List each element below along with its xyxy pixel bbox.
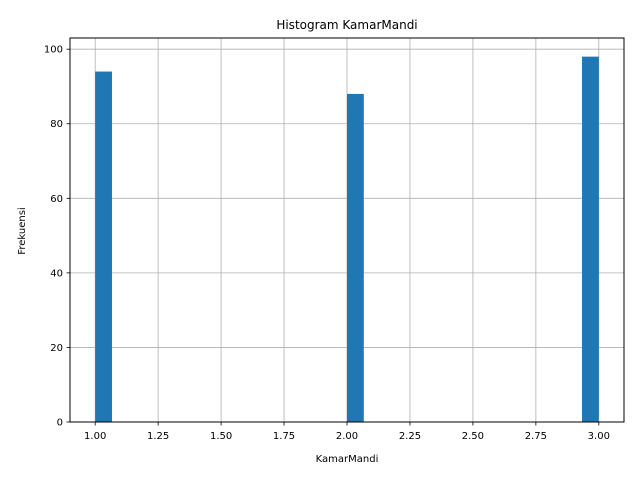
x-tick-label: 1.25 — [147, 431, 169, 442]
histogram-bar — [95, 71, 112, 422]
histogram-bar — [347, 93, 364, 422]
x-tick-label: 2.75 — [525, 431, 547, 442]
x-axis-ticks: 1.00 1.25 1.50 1.75 2.00 2.25 2.50 2.75 3.00 — [84, 422, 610, 442]
y-tick-label: 100 — [44, 45, 63, 56]
chart-title: Histogram KamarMandi — [276, 18, 417, 32]
y-tick-label: 80 — [50, 119, 63, 130]
x-tick-label: 1.00 — [84, 431, 106, 442]
y-tick-label: 40 — [50, 268, 63, 279]
x-tick-label: 2.50 — [462, 431, 484, 442]
y-axis-ticks: 0 20 40 60 80 100 — [44, 45, 70, 429]
x-tick-label: 1.50 — [210, 431, 232, 442]
y-tick-label: 20 — [50, 343, 63, 354]
x-tick-label: 2.00 — [336, 431, 358, 442]
histogram-bar — [582, 56, 599, 422]
y-axis-label: Frekuensi — [17, 207, 28, 254]
x-tick-label: 3.00 — [588, 431, 610, 442]
y-tick-label: 60 — [50, 194, 63, 205]
y-tick-label: 0 — [57, 418, 63, 429]
x-tick-label: 1.75 — [273, 431, 295, 442]
x-tick-label: 2.25 — [399, 431, 421, 442]
bars — [95, 56, 599, 422]
x-axis-label: KamarMandi — [316, 454, 379, 465]
